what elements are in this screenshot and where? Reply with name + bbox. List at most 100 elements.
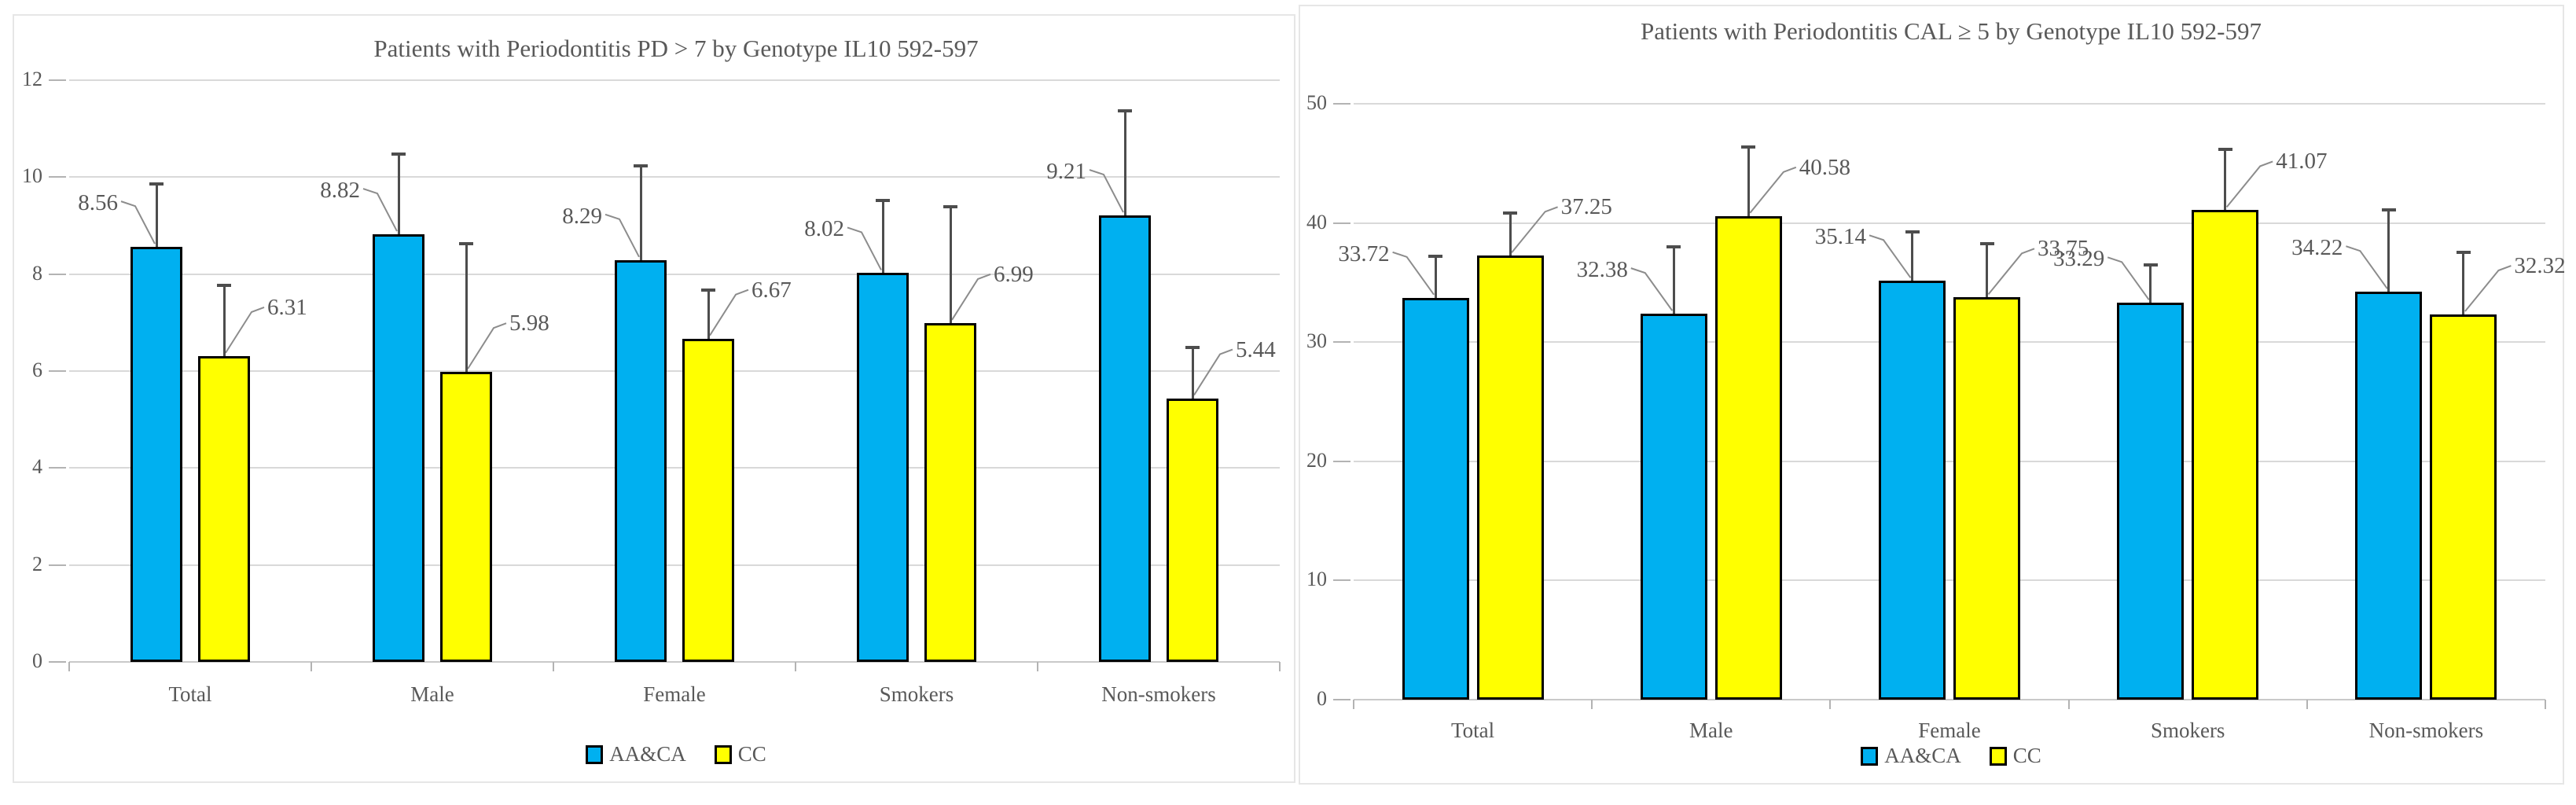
category-tick: [553, 662, 554, 671]
bar-AA&CA-Female: [615, 259, 667, 662]
bar-AA&CA-Smokers: [2117, 303, 2185, 700]
error-bar: [1123, 111, 1126, 216]
category-label: Male: [1689, 719, 1733, 742]
bar-AA&CA-Female: [1879, 281, 1946, 700]
data-label: 6.99: [994, 261, 1034, 287]
category-label: Female: [643, 682, 706, 706]
error-bar-cap: [1666, 245, 1681, 249]
legend-label: CC: [2012, 744, 2041, 767]
plot-area: 0 10 20 30 40 50 33.72 37.25 Total 32.38 40.58 Male…: [1306, 6, 2566, 786]
bar-CC-Smokers: [924, 322, 976, 662]
y-axis-tick: [1333, 460, 1350, 462]
error-bar-cap: [459, 241, 473, 245]
y-tick-label: 0: [1317, 687, 1327, 710]
gridline: [1354, 460, 2545, 462]
bar-CC-Male: [440, 372, 492, 662]
data-label: 33.29: [2052, 246, 2105, 272]
y-axis-tick: [49, 273, 66, 275]
bar-CC-Total: [198, 355, 250, 662]
category-tick: [795, 662, 796, 671]
error-bar: [1911, 232, 1913, 281]
error-bar-cap: [1428, 254, 1443, 258]
y-axis-tick: [49, 564, 66, 566]
error-bar: [1986, 244, 1988, 298]
y-axis-tick: [49, 79, 66, 81]
error-bar-cap: [1905, 230, 1920, 234]
x-axis-line: [69, 661, 1280, 663]
error-bar-cap: [701, 289, 715, 292]
data-label: 34.22: [2291, 235, 2343, 261]
bar-CC-Total: [1476, 255, 1544, 700]
error-bar-cap: [2456, 251, 2471, 255]
y-axis-tick: [49, 370, 66, 372]
error-bar: [465, 243, 468, 373]
category-tick: [1591, 700, 1593, 709]
data-label: 40.58: [1799, 154, 1851, 180]
y-axis-tick: [49, 661, 66, 663]
bar-CC-Smokers: [2192, 210, 2259, 700]
gridline: [69, 79, 1280, 81]
y-axis-tick: [1333, 699, 1350, 700]
error-bar-cap: [1503, 211, 1518, 215]
data-label: 5.44: [1236, 336, 1276, 362]
y-axis-tick: [1333, 222, 1350, 224]
data-label: 8.56: [78, 190, 118, 216]
gridline: [1354, 103, 2545, 105]
data-label: 33.75: [2038, 236, 2089, 262]
bar-AA&CA-Total: [130, 247, 182, 662]
legend-label: AA&CA: [609, 742, 686, 766]
error-bar-cap: [2218, 148, 2232, 152]
y-axis-tick: [1333, 579, 1350, 582]
bar-AA&CA-Male: [373, 234, 424, 662]
category-tick: [1279, 662, 1281, 671]
data-label: 32.38: [1576, 257, 1628, 283]
error-bar: [2462, 252, 2465, 315]
data-label: 6.67: [751, 277, 792, 303]
y-tick-label: 12: [22, 68, 42, 90]
data-label: 8.02: [804, 216, 844, 242]
category-label: Female: [1918, 719, 1981, 742]
gridline: [69, 273, 1280, 275]
bar-CC-Non-smokers: [1167, 398, 1218, 662]
bar-AA&CA-Non-smokers: [2355, 292, 2423, 700]
y-tick-label: 6: [32, 358, 42, 381]
y-tick-label: 10: [22, 164, 42, 188]
error-bar-cap: [1118, 109, 1132, 113]
chart-panel-left: Patients with Periodontitis PD > 7 by Ge…: [13, 14, 1295, 783]
data-label: 5.98: [509, 311, 549, 336]
legend-swatch-blue: [1861, 746, 1879, 766]
category-tick: [1829, 700, 1832, 709]
category-tick: [1037, 662, 1038, 671]
legend-swatch-yellow: [1989, 746, 2007, 766]
category-label: Smokers: [879, 682, 954, 706]
error-bar: [222, 285, 226, 356]
y-axis-tick: [49, 176, 66, 178]
error-bar-cap: [217, 284, 231, 288]
data-label: 37.25: [1560, 194, 1612, 220]
bar-CC-Female: [682, 338, 734, 662]
error-bar: [639, 165, 642, 260]
y-tick-label: 40: [1306, 210, 1327, 233]
error-bar: [1434, 255, 1437, 298]
legend: AA&CA CC: [69, 742, 1283, 766]
gridline: [69, 370, 1280, 372]
error-bar: [881, 200, 884, 274]
legend-swatch-blue: [586, 744, 604, 764]
x-axis-line: [1354, 699, 2545, 700]
data-label: 8.82: [320, 178, 360, 204]
data-label: 32.32: [2514, 253, 2566, 279]
bar-AA&CA-Non-smokers: [1099, 215, 1151, 662]
category-label: Non-smokers: [2368, 719, 2484, 742]
y-tick-label: 8: [32, 261, 42, 285]
category-tick: [68, 662, 70, 671]
category-label: Non-smokers: [1101, 682, 1216, 706]
error-bar: [949, 206, 952, 323]
category-tick: [2067, 700, 2070, 709]
error-bar-cap: [943, 204, 957, 208]
error-bar-cap: [2143, 263, 2158, 266]
error-bar-cap: [876, 198, 890, 202]
data-label: 33.72: [1338, 241, 1390, 266]
data-label: 9.21: [1046, 159, 1086, 185]
category-tick: [1353, 700, 1354, 709]
error-bar: [397, 154, 400, 235]
